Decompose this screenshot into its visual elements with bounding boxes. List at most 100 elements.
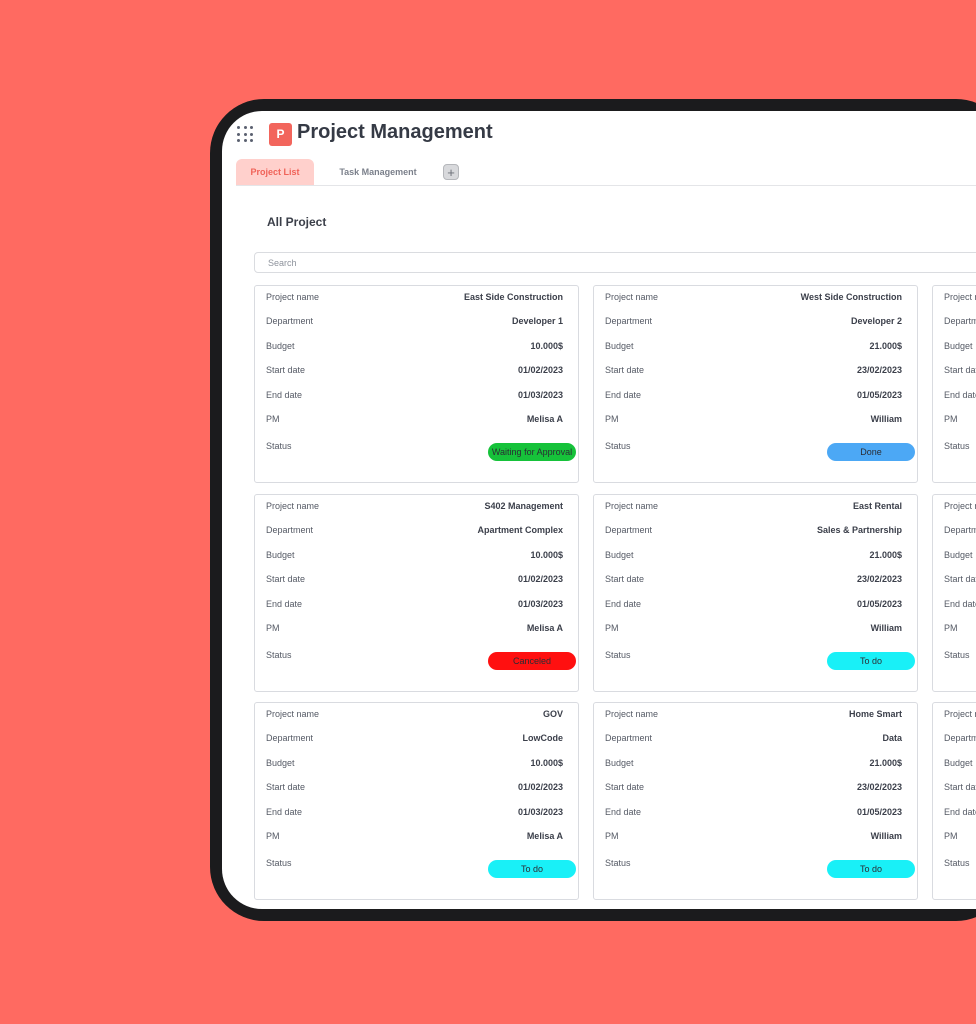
field-row-start-date: Start date bbox=[944, 574, 976, 588]
field-value-end-date: 01/03/2023 bbox=[517, 599, 563, 609]
field-label: Status bbox=[605, 858, 631, 868]
tab-divider bbox=[236, 185, 976, 186]
field-label: Budget bbox=[944, 758, 973, 768]
add-tab-button[interactable]: + bbox=[443, 164, 459, 180]
project-card[interactable]: Project name Home Smart Department Data Budg… bbox=[593, 702, 918, 900]
field-label: PM bbox=[944, 831, 958, 841]
field-row-end-date: End date 01/03/2023 bbox=[266, 807, 563, 821]
field-row-budget: Budget 10.000$ bbox=[266, 550, 563, 564]
field-value-project-name: S402 Management bbox=[484, 501, 563, 511]
field-label: End date bbox=[944, 390, 976, 400]
field-row-project-name: Project name S402 Management bbox=[266, 501, 563, 515]
field-label: Project name bbox=[266, 292, 320, 302]
field-row-status: Status bbox=[266, 858, 563, 872]
field-value-pm: William bbox=[870, 623, 902, 633]
field-row-end-date: End date 01/05/2023 bbox=[605, 807, 902, 821]
field-row-start-date: Start date 23/02/2023 bbox=[605, 365, 902, 379]
field-row-budget: Budget 21.000$ bbox=[605, 341, 902, 355]
app-logo: P bbox=[269, 123, 292, 146]
app-title: Project Management bbox=[297, 121, 493, 143]
field-row-status: Status bbox=[944, 858, 976, 872]
project-card[interactable]: Project name S402 Management Department Apa… bbox=[254, 494, 579, 692]
project-card[interactable]: Project name GOV Department LowCode Budget 10… bbox=[254, 702, 579, 900]
field-row-end-date: End date 01/05/2023 bbox=[605, 390, 902, 404]
field-value-pm: Melisa A bbox=[526, 831, 563, 841]
field-row-budget: Budget 21.000$ bbox=[605, 550, 902, 564]
field-row-department: Department Developer 2 bbox=[605, 316, 902, 330]
field-row-project-name: Project name bbox=[944, 501, 976, 515]
field-row-department: Department bbox=[944, 525, 976, 539]
tab-task-management[interactable]: Task Management bbox=[339, 167, 417, 177]
field-value-department: Data bbox=[882, 733, 902, 743]
field-row-start-date: Start date 01/02/2023 bbox=[266, 782, 563, 796]
field-value-start-date: 01/02/2023 bbox=[517, 365, 563, 375]
field-value-end-date: 01/03/2023 bbox=[517, 390, 563, 400]
field-label: Status bbox=[944, 441, 970, 451]
status-badge: To do bbox=[827, 860, 915, 878]
field-row-start-date: Start date 23/02/2023 bbox=[605, 782, 902, 796]
field-value-start-date: 01/02/2023 bbox=[517, 782, 563, 792]
tab-project-list[interactable]: Project List bbox=[236, 159, 314, 185]
field-label: Project name bbox=[605, 501, 659, 511]
field-row-end-date: End date 01/05/2023 bbox=[605, 599, 902, 613]
field-label: End date bbox=[605, 599, 642, 609]
field-row-start-date: Start date 01/02/2023 bbox=[266, 365, 563, 379]
field-label: Status bbox=[266, 650, 292, 660]
project-card[interactable]: Project name Department Budget Start date En… bbox=[932, 494, 976, 692]
field-label: Project name bbox=[605, 709, 659, 719]
field-row-status: Status bbox=[266, 650, 563, 664]
field-value-project-name: East Rental bbox=[852, 501, 902, 511]
project-card[interactable]: Project name East Side Construction Depart… bbox=[254, 285, 579, 483]
field-label: End date bbox=[944, 599, 976, 609]
status-badge: Done bbox=[827, 443, 915, 461]
field-label: Status bbox=[944, 650, 970, 660]
field-label: Budget bbox=[605, 758, 634, 768]
project-card[interactable]: Project name Department Budget Start date En… bbox=[932, 285, 976, 483]
field-label: Budget bbox=[266, 758, 295, 768]
field-label: Project name bbox=[944, 709, 976, 719]
project-card[interactable]: Project name Department Budget Start date En… bbox=[932, 702, 976, 900]
project-card[interactable]: Project name West Side Construction Depart… bbox=[593, 285, 918, 483]
field-label: Budget bbox=[266, 341, 295, 351]
field-label: PM bbox=[266, 831, 280, 841]
field-label: End date bbox=[605, 390, 642, 400]
status-badge: Canceled bbox=[488, 652, 576, 670]
field-row-budget: Budget bbox=[944, 758, 976, 772]
field-row-department: Department LowCode bbox=[266, 733, 563, 747]
field-row-start-date: Start date bbox=[944, 365, 976, 379]
field-label: Status bbox=[944, 858, 970, 868]
field-row-budget: Budget 10.000$ bbox=[266, 758, 563, 772]
field-label: Budget bbox=[266, 550, 295, 560]
apps-grid-icon[interactable] bbox=[237, 126, 253, 142]
field-label: Department bbox=[266, 733, 314, 743]
field-value-department: Apartment Complex bbox=[477, 525, 563, 535]
field-value-start-date: 01/02/2023 bbox=[517, 574, 563, 584]
field-value-start-date: 23/02/2023 bbox=[856, 782, 902, 792]
field-label: Department bbox=[605, 525, 653, 535]
field-row-department: Department Developer 1 bbox=[266, 316, 563, 330]
field-label: End date bbox=[266, 390, 303, 400]
field-value-department: LowCode bbox=[522, 733, 564, 743]
field-label: End date bbox=[266, 599, 303, 609]
field-row-department: Department bbox=[944, 733, 976, 747]
field-row-start-date: Start date 01/02/2023 bbox=[266, 574, 563, 588]
field-row-end-date: End date bbox=[944, 599, 976, 613]
field-label: PM bbox=[605, 414, 619, 424]
field-row-end-date: End date 01/03/2023 bbox=[266, 599, 563, 613]
project-card[interactable]: Project name East Rental Department Sales &… bbox=[593, 494, 918, 692]
field-label: Start date bbox=[266, 574, 306, 584]
field-value-pm: William bbox=[870, 414, 902, 424]
field-label: Department bbox=[944, 316, 976, 326]
field-row-pm: PM Melisa A bbox=[266, 623, 563, 637]
field-row-pm: PM William bbox=[605, 831, 902, 845]
field-value-department: Developer 1 bbox=[511, 316, 563, 326]
field-row-status: Status bbox=[944, 650, 976, 664]
app-screen: P Project Management Project List Task M… bbox=[222, 111, 976, 909]
field-label: Department bbox=[266, 316, 314, 326]
field-row-project-name: Project name GOV bbox=[266, 709, 563, 723]
search-input[interactable] bbox=[254, 252, 976, 273]
field-label: Start date bbox=[605, 782, 645, 792]
field-row-start-date: Start date 23/02/2023 bbox=[605, 574, 902, 588]
field-value-budget: 21.000$ bbox=[869, 341, 902, 351]
field-label: Budget bbox=[944, 341, 973, 351]
